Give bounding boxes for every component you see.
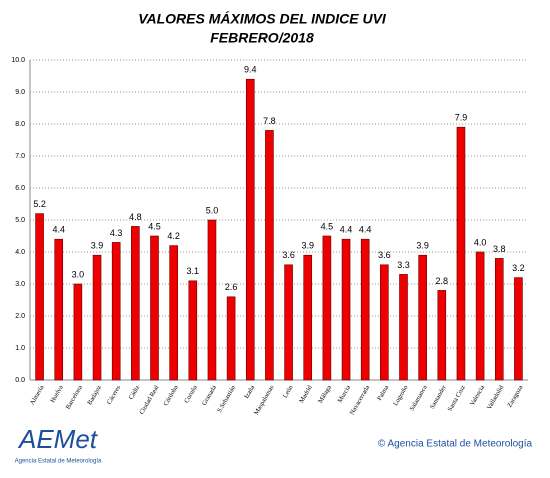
value-label: 4.5: [321, 221, 334, 231]
bar: [245, 78, 255, 381]
value-label: 3.0: [72, 269, 85, 279]
value-label: 9.4: [244, 65, 257, 75]
x-tick-label: León: [282, 384, 295, 400]
bar: [73, 283, 83, 381]
bar: [456, 126, 466, 381]
bar: [360, 238, 370, 381]
value-label: 2.6: [225, 282, 238, 292]
value-label: 5.0: [206, 205, 219, 215]
bar: [514, 277, 523, 381]
bar: [169, 245, 178, 381]
x-tick-label: Cáceres: [106, 384, 123, 406]
x-tick-label: Santa Cruz: [447, 384, 467, 412]
value-label: 7.9: [455, 113, 468, 123]
x-tick-label: Granada: [201, 384, 218, 407]
x-tick-label: Maspalomas: [253, 384, 276, 416]
bar: [226, 296, 236, 381]
copyright: © Agencia Estatal de Meteorología: [378, 439, 533, 450]
bar: [131, 226, 140, 381]
x-tick-label: Zaragoza: [506, 384, 524, 409]
value-label: 3.8: [493, 244, 506, 254]
value-label: 3.3: [397, 260, 410, 270]
value-label: 3.9: [416, 241, 429, 251]
x-tick-label: Madrid: [298, 384, 314, 405]
y-tick-label: 0.0: [15, 377, 25, 384]
value-label: 4.2: [167, 231, 180, 241]
y-tick-label: 10.0: [11, 57, 25, 64]
y-tick-label: 2.0: [15, 313, 25, 320]
value-label: 4.3: [110, 228, 123, 238]
x-tick-label: Badajoz: [86, 384, 103, 406]
x-tick-label: Palma: [376, 384, 390, 402]
y-tick-label: 4.0: [15, 249, 25, 256]
x-tick-label: Santander: [429, 384, 448, 411]
value-label: 4.4: [52, 225, 65, 235]
value-label: 3.2: [512, 263, 525, 273]
bar: [418, 254, 427, 381]
y-tick-label: 8.0: [15, 121, 25, 128]
y-tick-label: 6.0: [15, 185, 25, 192]
bar: [303, 254, 313, 381]
bar: [341, 238, 351, 381]
x-tick-label: Ciudad Real: [138, 384, 160, 416]
x-tick-label: Valencia: [469, 384, 486, 407]
x-tick-label: S.Sebastián: [216, 384, 238, 414]
bar: [207, 219, 217, 381]
x-tick-label: Murcia: [337, 384, 353, 404]
bar: [380, 264, 389, 381]
value-label: 4.8: [129, 212, 142, 222]
value-label: 4.4: [340, 225, 353, 235]
bar: [437, 290, 447, 381]
bar: [494, 258, 504, 381]
value-label: 4.0: [474, 237, 487, 247]
value-label: 3.9: [301, 241, 314, 251]
x-tick-label: Izaña: [243, 384, 256, 400]
chart-title: VALORES MÁXIMOS DEL INDICE UVI: [138, 11, 387, 27]
bar: [475, 251, 485, 381]
x-tick-label: Almería: [29, 384, 46, 406]
bar: [35, 213, 44, 381]
bar: [54, 238, 64, 381]
value-label: 5.2: [33, 199, 46, 209]
x-tick-label: Navacerrada: [349, 384, 372, 416]
chart-subtitle: FEBRERO/2018: [210, 30, 314, 46]
y-tick-label: 7.0: [15, 153, 25, 160]
value-label: 4.4: [359, 225, 372, 235]
bar: [265, 130, 274, 381]
y-tick-label: 5.0: [15, 217, 25, 224]
bar: [92, 254, 102, 381]
bar: [284, 264, 293, 381]
value-label: 4.5: [148, 221, 161, 231]
bar: [188, 280, 198, 381]
x-tick-label: Coruña: [183, 384, 199, 404]
y-tick-label: 3.0: [15, 281, 25, 288]
value-label: 7.8: [263, 116, 276, 126]
value-label: 3.6: [282, 250, 295, 260]
value-label: 3.6: [378, 250, 391, 260]
x-tick-label: Málaga: [317, 384, 333, 404]
bar: [399, 274, 408, 381]
value-label: 2.8: [436, 276, 449, 286]
y-tick-label: 9.0: [15, 89, 25, 96]
y-tick-label: 1.0: [15, 345, 25, 352]
x-tick-label: Salamanca: [409, 384, 429, 412]
bar: [150, 235, 159, 381]
x-tick-label: Barcelona: [65, 384, 84, 410]
value-label: 3.9: [91, 241, 104, 251]
x-tick-label: Valladolid: [486, 384, 506, 411]
x-tick-label: Cádiz: [128, 384, 142, 401]
bar: [111, 242, 121, 381]
x-tick-label: Huelva: [49, 384, 65, 404]
x-tick-label: Córdoba: [162, 384, 179, 407]
x-tick-label: Logroño: [392, 384, 409, 407]
bar: [322, 235, 332, 381]
value-label: 3.1: [187, 266, 200, 276]
logo: AEMet: [17, 424, 99, 454]
logo-caption: Agencia Estatal de Meteorología: [15, 459, 102, 465]
